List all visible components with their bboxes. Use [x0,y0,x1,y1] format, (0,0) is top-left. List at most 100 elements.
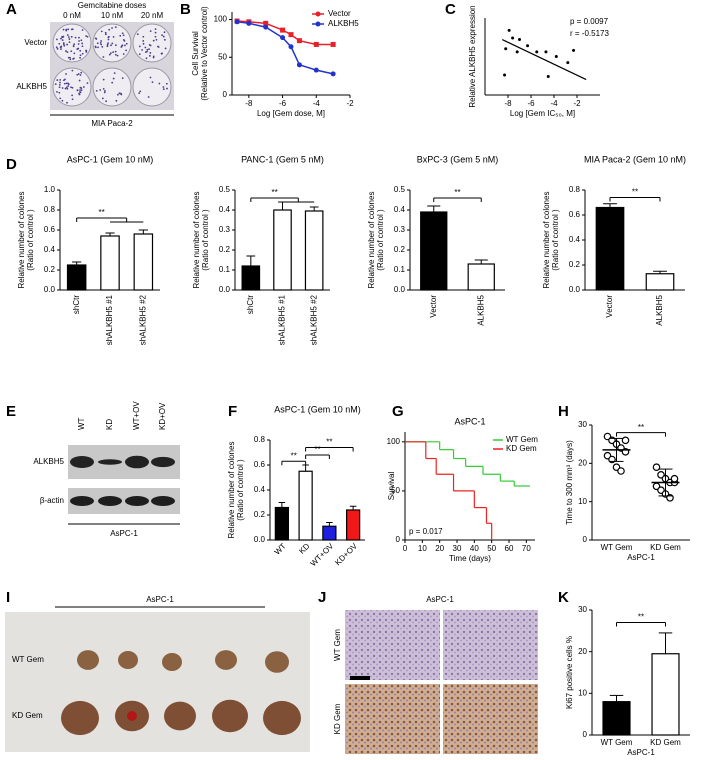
y-tick-label: 0.4 [394,205,406,214]
colony [85,51,88,53]
annotation: r = -0.5173 [570,29,609,38]
colony [67,36,70,38]
colony [73,43,76,46]
y-tick-label: 100 [387,437,401,446]
colony [154,31,157,34]
x-tick-label: Vector [605,295,614,318]
x-tick-label: 50 [487,544,496,553]
y-tick-label: 0.3 [394,225,406,234]
colony [65,82,68,85]
cell-line-label: AsPC-1 [110,529,138,538]
colony [155,38,158,41]
band [151,496,175,506]
x-tick-label: KD Gem [650,738,681,747]
y-axis-label: (Ratio of control ) [201,209,210,271]
well [132,67,172,107]
colony [146,50,148,53]
colony [60,37,62,40]
point [652,463,661,471]
point [621,436,630,445]
x-tick-label: -4 [313,99,321,108]
x-tick-label: KD [297,541,311,555]
colony [66,87,69,90]
colony [111,81,114,84]
point [246,20,252,26]
colony [163,31,166,34]
colony [69,56,72,59]
colony [110,44,112,47]
panel-letter: K [558,589,569,606]
dose-label: 10 nM [101,11,124,20]
ihc-image [443,684,538,754]
y-axis-label: Survival [387,472,396,501]
colony [102,87,105,90]
y-tick-label: 0.0 [219,285,231,294]
x-tick-label: WT [273,541,288,556]
colony [65,86,68,89]
y-tick-label: 0.2 [394,245,406,254]
bar [467,263,495,291]
x-axis-label: AsPC-1 [627,748,655,757]
colony [100,43,103,46]
tumor [61,700,99,736]
colony [79,54,82,57]
series-line [237,20,334,46]
x-tick-label: 20 [435,544,444,553]
colony [111,27,113,29]
significance: ** [271,188,277,197]
point [507,28,511,32]
colony [67,85,70,87]
colony [68,41,71,44]
well [52,67,92,107]
panel-letter: G [392,403,404,420]
y-tick-label: 10 [578,688,587,697]
x-tick-label: -8 [245,99,253,108]
colony [58,86,61,89]
chart-title: PANC-1 (Gem 5 nM) [241,154,324,164]
colony [160,52,163,55]
x-tick-label: KD+OV [333,541,359,567]
colony [142,40,145,42]
colony [59,81,61,84]
colony [146,48,149,51]
panel-letter: J [318,589,326,606]
y-tick-label: 50 [391,486,400,495]
colony [80,39,83,42]
colony [56,38,58,41]
y-tick-label: 30 [578,420,587,429]
colony [77,43,80,45]
colony [105,100,108,103]
colony [78,79,81,82]
colony [112,36,115,38]
cell-line-label: MIA Paca-2 [91,119,133,128]
bar [345,509,361,541]
y-tick-label: 20 [578,458,587,467]
x-axis-label: Log [Gem dose, M] [257,109,325,118]
trendline [501,39,587,81]
y-axis-label: Relative number of colones [367,192,376,289]
colony [104,31,107,34]
colony [99,89,102,91]
colony [138,45,141,48]
bar [273,209,292,291]
significance: ** [314,445,320,454]
band [98,496,122,506]
colony [122,39,125,41]
colony [94,37,97,40]
colony [62,42,65,44]
y-axis-label: (Ratio of control ) [551,209,560,271]
colony [149,76,152,79]
point [280,27,286,33]
point [288,44,294,50]
significance: ** [326,438,332,447]
y-tick-label: 0.6 [44,225,56,234]
point [526,44,530,48]
colony [145,57,148,60]
significance: ** [632,188,638,197]
colony [151,81,154,84]
point [263,24,269,30]
colony [121,32,124,35]
y-tick-label: 0.1 [394,265,406,274]
colony [96,42,99,45]
